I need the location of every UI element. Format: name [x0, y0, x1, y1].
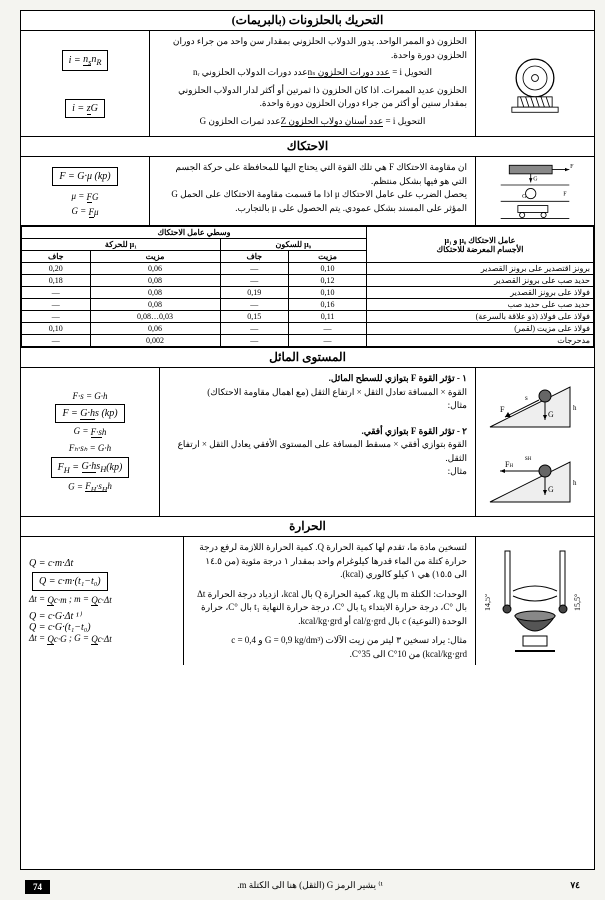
svg-text:G: G — [533, 177, 538, 183]
svg-text:h: h — [573, 479, 577, 487]
title-s3: المستوى المائل — [21, 348, 594, 368]
table-row: 0,100,06——فولاذ على مزيت (لقمر) — [22, 323, 594, 335]
formula-g: G = Fμ — [71, 206, 98, 217]
table-row: 0,180,08—0,12حديد صب على برونز القصدير — [22, 275, 594, 287]
s3-p2b: القوة بتوازي أفقي × مسقط المسافة على الم… — [168, 438, 467, 465]
f-fs-gh: F·s = G·h — [72, 391, 107, 401]
f-q5: Q = c·G·(t₁−t₀) — [29, 622, 91, 633]
section-worm-gears: التحريك بالحلزونات (بالبريمات) i = nsnR … — [21, 11, 594, 137]
s1-text2: الحلزون عديد الممرات. اذا كان الحلزون ذا… — [158, 84, 467, 111]
table-row: —0,08—0,16حديد صب على حديد صب — [22, 299, 594, 311]
f-q2: Q = c·m·(t₁−t₀) — [32, 572, 108, 591]
section-heat: الحرارة Q = c·m·Δt Q = c·m·(t₁−t₀) Δt = … — [21, 517, 594, 665]
formulas-s1: i = nsnR i = zG — [21, 31, 150, 136]
svg-text:F: F — [563, 192, 567, 198]
page-num-left: 74 — [25, 880, 50, 894]
f-F: F = G·hs (kp) — [55, 404, 124, 423]
section-coef-table: وسطي عامل الاحتكاك عامل الاحتكاك μ₀ و μ₁… — [21, 226, 594, 348]
f-q1: Q = c·m·Δt — [29, 558, 73, 569]
svg-text:G: G — [522, 194, 527, 200]
illus-calorimeter: 14,5° 15,5° — [475, 537, 594, 665]
friction-coef-table: وسطي عامل الاحتكاك عامل الاحتكاك μ₀ و μ₁… — [21, 226, 594, 347]
text-s1: الحلزون ذو الممر الواحد. يدور الدولاب ال… — [150, 31, 475, 136]
f-q6: Δt = Qc·G ; G = Qc·Δt — [29, 633, 112, 644]
worm-gear-icon — [490, 54, 580, 114]
svg-text:FH: FH — [505, 460, 513, 469]
formulas-s4: Q = c·m·Δt Q = c·m·(t₁−t₀) Δt = Qc·m ; m… — [21, 537, 184, 665]
illus-friction: F G F G — [475, 157, 594, 225]
svg-text:h: h — [573, 404, 577, 412]
svg-text:15,5°: 15,5° — [573, 594, 582, 611]
illus-incline: s F G h FH sH G h — [475, 368, 594, 516]
illus-worm-gear — [475, 31, 594, 136]
svg-text:F: F — [570, 164, 574, 170]
section-inclined-plane: المستوى المائل F·s = G·h F = G·hs (kp) G… — [21, 348, 594, 517]
table-row: —0,080,190,10فولاذ على برونز القصدير — [22, 287, 594, 299]
formula-f-gmu: F = G·μ (kp) — [52, 167, 117, 186]
s3-p2h: ٢ - تؤثر القوة F بتوازي أفقي. — [168, 425, 467, 439]
title-s2: الاحتكاك — [21, 137, 594, 157]
page-num-right: ٧٤ — [570, 880, 580, 894]
s1-eq1: التحويل i = عدد دورات الحلزون nₛعدد دورا… — [158, 66, 467, 80]
s4-p3: مثال: يراد تسخين ٣ ليتر من زيت الآلات (G… — [192, 634, 467, 661]
formulas-s3: F·s = G·h F = G·hs (kp) G = F·sh Fₕ·sₕ =… — [21, 368, 160, 516]
text-s2: ان مقاومة الاحتكاك F هي تلك القوة التي ي… — [150, 157, 475, 225]
svg-text:G: G — [548, 485, 554, 494]
f-q4: Q = c·G·Δt ¹⁾ — [29, 611, 81, 622]
svg-text:14,5°: 14,5° — [485, 594, 492, 611]
svg-text:sH: sH — [525, 454, 532, 462]
s2-text1: ان مقاومة الاحتكاك F هي تلك القوة التي ي… — [158, 161, 467, 188]
formula-i-ns-nr: i = nsnR — [62, 50, 109, 71]
s3-ex1: مثال: — [168, 399, 467, 413]
s3-p1b: القوة × المسافة تعادل الثقل × ارتفاع الث… — [168, 386, 467, 400]
section-friction: الاحتكاك F = G·μ (kp) μ = FG G = Fμ ان م… — [21, 137, 594, 226]
f-G2: G = FH·sHh — [68, 481, 112, 494]
f-G1: G = F·sh — [74, 426, 107, 437]
s3-ex2: مثال: — [168, 465, 467, 479]
page-footer: 74 ¹⁾ يشير الرمز G (الثقل) هنا الى الكتل… — [0, 880, 605, 894]
f-q3: Δt = Qc·m ; m = Qc·Δt — [29, 594, 112, 605]
formula-i-z-g: i = zG — [65, 99, 105, 118]
table-row: —0,002——مدحرجات — [22, 335, 594, 347]
f-fhsh-gh: Fₕ·sₕ = G·h — [69, 443, 111, 454]
table-row: 0,200,06—0,10برونز اقتصدير على برونز الق… — [22, 263, 594, 275]
footnote: ¹⁾ يشير الرمز G (الثقل) هنا الى الكتلة m… — [237, 880, 383, 894]
svg-text:s: s — [525, 394, 528, 402]
s1-text1: الحلزون ذو الممر الواحد. يدور الدولاب ال… — [158, 35, 467, 62]
text-s3: ١ - تؤثر القوة F بتوازي للسطح المائل. ال… — [160, 368, 475, 516]
svg-text:G: G — [548, 410, 554, 419]
f-Fh: FH = G·hsH(kp) — [51, 457, 130, 479]
text-s4: لتسخين مادة ما، تقدم لها كمية الحرارة Q.… — [184, 537, 475, 665]
calorimeter-icon: 14,5° 15,5° — [485, 541, 585, 661]
friction-icon: F G F G — [490, 161, 580, 221]
title-s1: التحريك بالحلزونات (بالبريمات) — [21, 11, 594, 31]
s4-p2: الوحدات: الكتلة m بال kg، كمية الحرارة Q… — [192, 588, 467, 629]
formula-mu: μ = FG — [71, 191, 98, 202]
title-s4: الحرارة — [21, 517, 594, 537]
svg-text:F: F — [500, 405, 505, 414]
table-row: —0,08…0,030,150,11فولاذ على فولاذ (ذو عل… — [22, 311, 594, 323]
s1-eq2: التحويل i = عدد أسنان دولاب الحلزون Zعدد… — [158, 115, 467, 129]
inclined-plane-icon: s F G h FH sH G h — [485, 372, 585, 512]
s3-p1h: ١ - تؤثر القوة F بتوازي للسطح المائل. — [168, 372, 467, 386]
formulas-s2: F = G·μ (kp) μ = FG G = Fμ — [21, 157, 150, 225]
s4-p1: لتسخين مادة ما، تقدم لها كمية الحرارة Q.… — [192, 541, 467, 582]
s2-text2: يحصل الضرب على عامل الاحتكاك μ اذا ما قس… — [158, 188, 467, 215]
